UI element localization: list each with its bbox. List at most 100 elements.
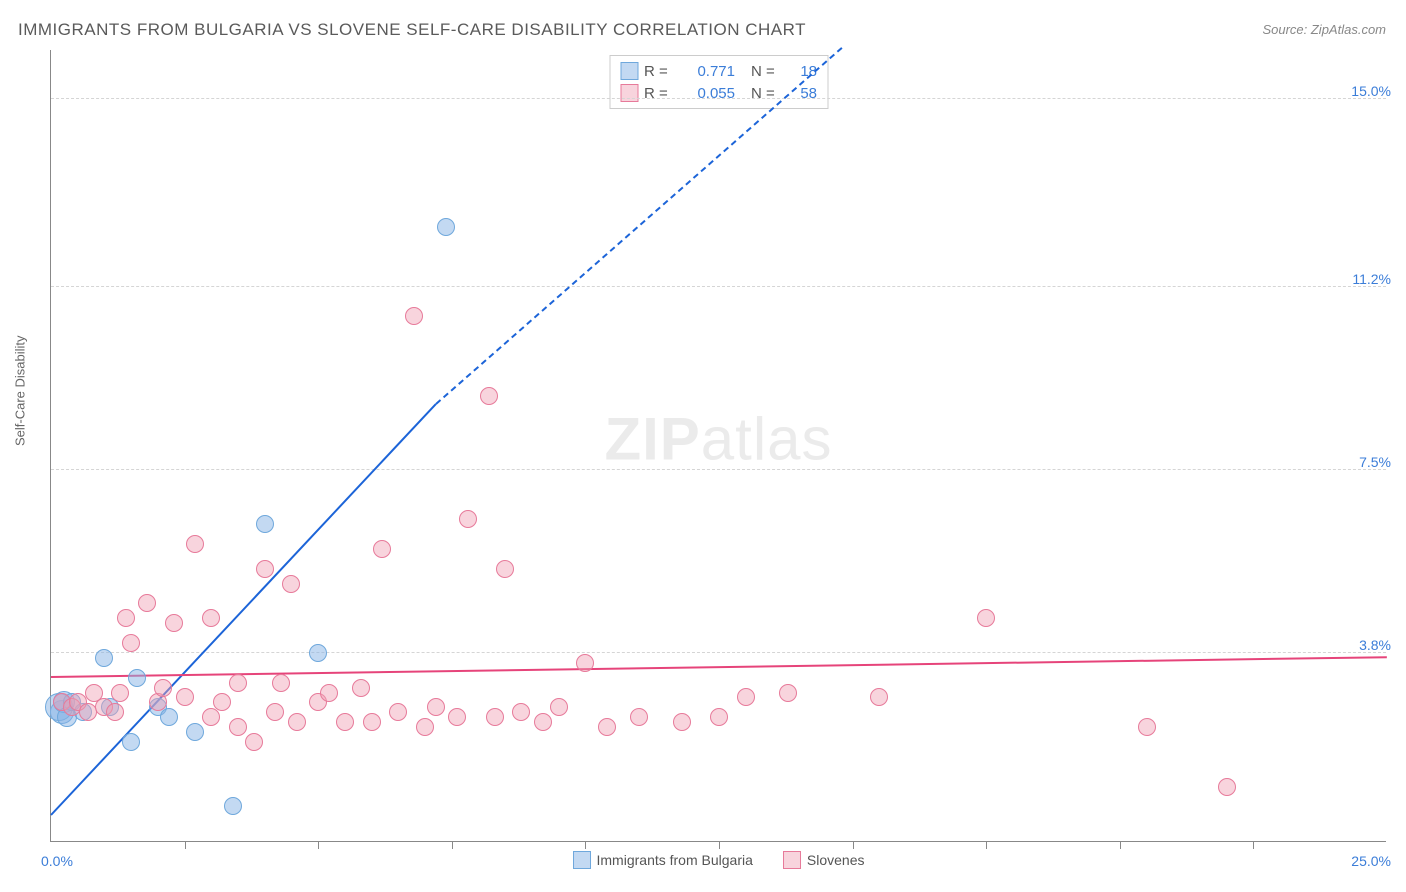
data-point-slovenes: [737, 688, 755, 706]
data-point-slovenes: [576, 654, 594, 672]
x-axis-tick: [986, 841, 987, 849]
legend-item-bulgaria: Immigrants from Bulgaria: [573, 851, 753, 869]
x-axis-tick: [318, 841, 319, 849]
data-point-slovenes: [779, 684, 797, 702]
legend-item-slovenes: Slovenes: [783, 851, 865, 869]
y-axis-tick-label: 3.8%: [1359, 637, 1391, 653]
regression-line-slovenes: [51, 656, 1387, 678]
x-axis-tick: [1120, 841, 1121, 849]
legend-swatch: [620, 84, 638, 102]
x-axis-tick: [853, 841, 854, 849]
legend-r-label: R =: [644, 85, 674, 102]
data-point-bulgaria: [95, 649, 113, 667]
legend-n-label: N =: [751, 85, 781, 102]
data-point-slovenes: [266, 703, 284, 721]
data-point-slovenes: [630, 708, 648, 726]
data-point-slovenes: [202, 609, 220, 627]
legend-swatch: [620, 62, 638, 80]
data-point-slovenes: [1138, 718, 1156, 736]
data-point-slovenes: [176, 688, 194, 706]
chart-plot-area: ZIPatlas R =0.771N =18R =0.055N =58 Immi…: [50, 50, 1386, 842]
chart-title: IMMIGRANTS FROM BULGARIA VS SLOVENE SELF…: [18, 20, 806, 40]
legend-n-label: N =: [751, 63, 781, 80]
data-point-slovenes: [405, 307, 423, 325]
data-point-slovenes: [598, 718, 616, 736]
data-point-slovenes: [389, 703, 407, 721]
legend-label: Immigrants from Bulgaria: [597, 852, 753, 868]
data-point-slovenes: [1218, 778, 1236, 796]
data-point-slovenes: [229, 718, 247, 736]
x-axis-tick: [585, 841, 586, 849]
x-axis-tick: [1253, 841, 1254, 849]
data-point-slovenes: [710, 708, 728, 726]
data-point-slovenes: [138, 594, 156, 612]
legend-stats-row-bulgaria: R =0.771N =18: [620, 60, 817, 82]
data-point-slovenes: [534, 713, 552, 731]
data-point-bulgaria: [160, 708, 178, 726]
data-point-bulgaria: [128, 669, 146, 687]
data-point-slovenes: [427, 698, 445, 716]
data-point-bulgaria: [437, 218, 455, 236]
data-point-slovenes: [154, 679, 172, 697]
legend-r-value: 0.771: [680, 63, 735, 80]
data-point-slovenes: [459, 510, 477, 528]
data-point-bulgaria: [122, 733, 140, 751]
data-point-slovenes: [229, 674, 247, 692]
y-axis-label: Self-Care Disability: [13, 335, 28, 446]
legend-swatch: [783, 851, 801, 869]
data-point-slovenes: [352, 679, 370, 697]
legend-stats: R =0.771N =18R =0.055N =58: [609, 55, 828, 109]
watermark: ZIPatlas: [604, 404, 832, 473]
data-point-slovenes: [550, 698, 568, 716]
data-point-slovenes: [288, 713, 306, 731]
data-point-slovenes: [320, 684, 338, 702]
data-point-slovenes: [202, 708, 220, 726]
data-point-slovenes: [373, 540, 391, 558]
data-point-slovenes: [480, 387, 498, 405]
data-point-slovenes: [213, 693, 231, 711]
data-point-slovenes: [870, 688, 888, 706]
data-point-bulgaria: [224, 797, 242, 815]
data-point-slovenes: [673, 713, 691, 731]
data-point-slovenes: [512, 703, 530, 721]
x-axis-tick: [185, 841, 186, 849]
data-point-slovenes: [256, 560, 274, 578]
y-axis-tick-label: 7.5%: [1359, 454, 1391, 470]
data-point-slovenes: [486, 708, 504, 726]
source-attribution: Source: ZipAtlas.com: [1262, 22, 1386, 37]
data-point-slovenes: [165, 614, 183, 632]
grid-line: [51, 469, 1386, 470]
data-point-slovenes: [122, 634, 140, 652]
data-point-slovenes: [282, 575, 300, 593]
data-point-slovenes: [363, 713, 381, 731]
data-point-bulgaria: [186, 723, 204, 741]
x-axis-max: 25.0%: [1351, 853, 1391, 869]
x-axis-origin: 0.0%: [41, 853, 73, 869]
grid-line: [51, 286, 1386, 287]
legend-r-label: R =: [644, 63, 674, 80]
data-point-slovenes: [448, 708, 466, 726]
data-point-bulgaria: [256, 515, 274, 533]
legend-label: Slovenes: [807, 852, 865, 868]
data-point-slovenes: [245, 733, 263, 751]
data-point-bulgaria: [309, 644, 327, 662]
legend-r-value: 0.055: [680, 85, 735, 102]
x-axis-tick: [452, 841, 453, 849]
legend-swatch: [573, 851, 591, 869]
data-point-slovenes: [272, 674, 290, 692]
data-point-slovenes: [336, 713, 354, 731]
data-point-slovenes: [117, 609, 135, 627]
regression-line-bulgaria: [50, 404, 436, 816]
data-point-slovenes: [186, 535, 204, 553]
y-axis-tick-label: 11.2%: [1352, 271, 1391, 287]
data-point-slovenes: [977, 609, 995, 627]
data-point-slovenes: [111, 684, 129, 702]
grid-line: [51, 98, 1386, 99]
data-point-slovenes: [416, 718, 434, 736]
data-point-slovenes: [106, 703, 124, 721]
legend-bottom: Immigrants from Bulgaria Slovenes: [573, 851, 865, 869]
data-point-slovenes: [496, 560, 514, 578]
x-axis-tick: [719, 841, 720, 849]
y-axis-tick-label: 15.0%: [1351, 83, 1391, 99]
grid-line: [51, 652, 1386, 653]
